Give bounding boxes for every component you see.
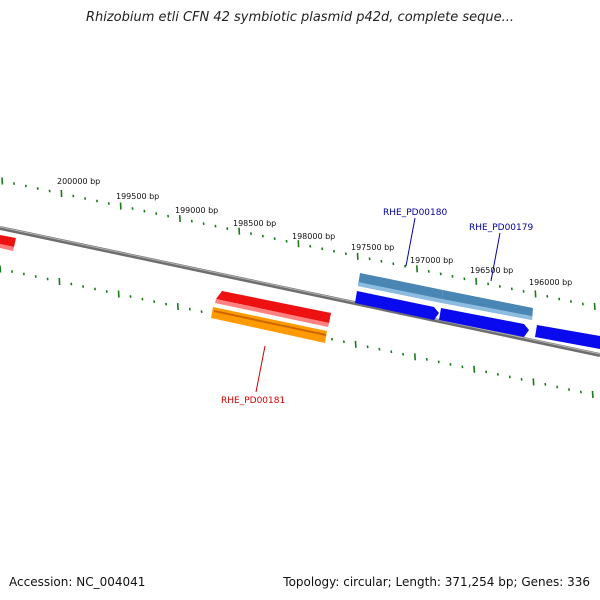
scale-label: 197500 bp [351,243,394,252]
callout-line-rhe-pd00179 [490,232,501,282]
minor-tick [13,182,16,185]
gene-feature-red-partial-shade [0,244,14,251]
scale-label: 199500 bp [116,192,159,201]
scale-label: 198000 bp [292,232,335,241]
plasmid-backbone [0,226,600,357]
gene-feature-red-partial[interactable] [0,235,16,247]
topology-summary: Topology: circular; Length: 371,254 bp; … [283,575,590,589]
minor-tick [11,270,14,273]
gene-feature-steel-1-light [358,282,442,303]
plasmid-backbone-highlight [0,226,600,355]
callout-line-rhe-pd00181 [255,345,266,393]
gene-label-rhe-pd00181[interactable]: RHE_PD00181 [221,396,285,406]
gene-feature-steel-2-light [442,299,532,320]
scale-label: 199000 bp [175,206,218,215]
scale-label: 198500 bp [233,219,276,228]
gene-feature-blue-1[interactable] [355,291,439,320]
feature-track [0,235,600,349]
scale-labels: 200000 bp 199500 bp 199000 bp 198500 bp … [57,177,572,287]
gene-feature-blue-2[interactable] [439,308,529,337]
gene-feature-red[interactable] [216,291,331,323]
gene-label-rhe-pd00179[interactable]: RHE_PD00179 [469,223,533,233]
gene-feature-blue-3[interactable] [535,325,600,349]
scale-label: 196500 bp [470,266,513,275]
gene-feature-red-shade [215,299,329,327]
gene-feature-orange-edge [214,310,326,336]
callout-line-rhe-pd00180 [405,217,416,267]
map-title: Rhizobium etli CFN 42 symbiotic plasmid … [85,10,515,25]
scale-label: 196000 bp [529,278,572,287]
outer-tick-track [1,177,596,310]
accession-text: Accession: NC_004041 [9,575,146,589]
scale-label: 197000 bp [410,256,453,265]
scale-label: 200000 bp [57,177,100,186]
gene-label-rhe-pd00180[interactable]: RHE_PD00180 [383,208,447,218]
